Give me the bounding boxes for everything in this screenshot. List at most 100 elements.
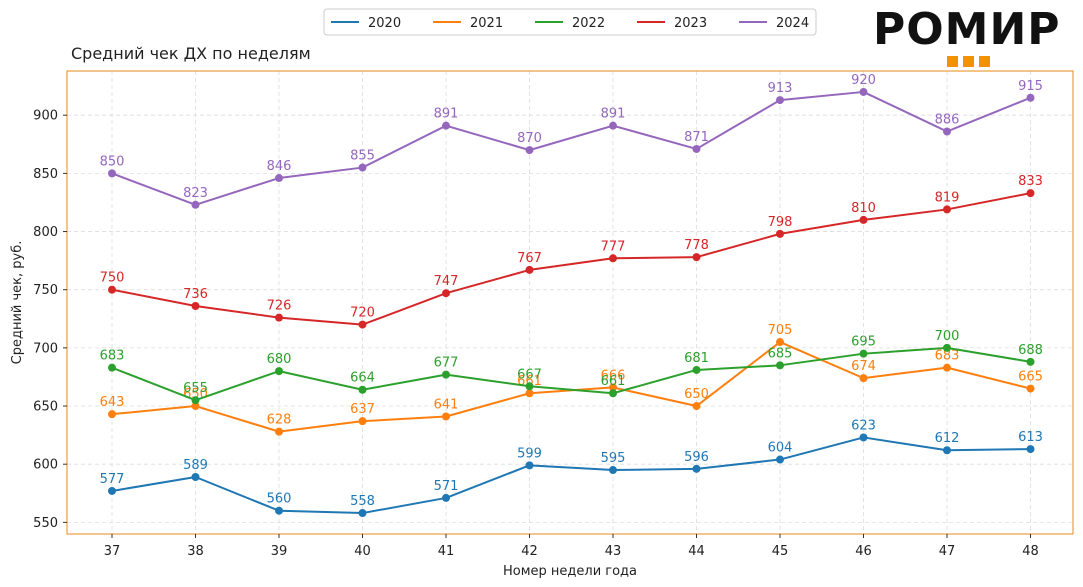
legend-box (323, 8, 817, 36)
data-point (776, 96, 784, 105)
data-point (943, 446, 951, 455)
data-point (609, 389, 617, 398)
data-label: 850 (100, 154, 125, 169)
data-point (1026, 384, 1035, 393)
data-point (442, 370, 450, 379)
data-point (191, 402, 200, 411)
data-label: 810 (851, 201, 876, 216)
y-tick-label: 700 (33, 341, 58, 356)
series-2020: 577 589 560 558 571 599 595 596 604 623 612 613 (100, 418, 1043, 518)
x-tick-label: 46 (855, 544, 872, 559)
chart-title: Средний чек ДХ по неделям (71, 44, 311, 63)
data-point (1026, 445, 1035, 454)
data-label: 778 (684, 238, 709, 253)
data-point (692, 464, 701, 473)
logo-square (979, 56, 990, 67)
data-label: 920 (851, 73, 876, 88)
data-point (859, 349, 868, 358)
series-2023: 750 736 726 720 747 767 777 778 798 810 819 833 (100, 174, 1043, 329)
data-label: 823 (183, 186, 208, 201)
data-label: 685 (768, 346, 793, 361)
data-label: 683 (100, 349, 125, 364)
plot-frame (66, 70, 1074, 535)
data-point (525, 461, 534, 470)
data-label: 661 (601, 374, 626, 389)
data-label: 680 (267, 352, 292, 367)
data-point (358, 163, 367, 172)
logo-squares (947, 52, 995, 71)
x-tick-label: 40 (354, 544, 371, 559)
data-point (108, 486, 116, 495)
data-label: 886 (935, 112, 960, 127)
y-tick-label: 600 (33, 458, 58, 473)
x-tick-label: 41 (438, 544, 455, 559)
y-tick-label: 900 (33, 109, 58, 124)
x-tick-label: 45 (772, 544, 789, 559)
data-point (859, 374, 868, 383)
series-line (111, 90, 1031, 206)
data-point (108, 285, 116, 294)
data-label: 641 (434, 398, 459, 413)
data-label: 560 (267, 492, 292, 507)
data-point (191, 472, 200, 481)
legend-label: 2020 (368, 16, 401, 31)
data-point (776, 338, 784, 347)
data-point (275, 313, 283, 322)
data-label: 683 (935, 349, 960, 364)
data-label: 695 (851, 335, 876, 350)
data-label: 705 (768, 323, 793, 338)
data-point (1026, 93, 1035, 102)
data-label: 767 (517, 251, 542, 266)
data-point (442, 493, 450, 502)
data-label: 891 (601, 107, 626, 122)
data-label: 871 (684, 130, 709, 145)
data-point (191, 200, 200, 209)
data-point (609, 466, 617, 475)
data-label: 643 (100, 395, 125, 410)
series-2022: 683 655 680 664 677 667 661 681 685 695 700 688 (100, 329, 1043, 405)
data-point (609, 121, 617, 130)
data-point (525, 146, 534, 155)
data-label: 599 (517, 446, 542, 461)
data-label: 747 (434, 274, 459, 289)
data-label: 913 (768, 81, 793, 96)
series-2024: 850 823 846 855 891 870 891 871 913 920 886 915 (100, 73, 1043, 209)
grid (67, 71, 1073, 534)
data-label: 777 (601, 239, 626, 254)
data-label: 750 (100, 271, 125, 286)
data-point (609, 254, 617, 263)
y-tick-label: 800 (33, 225, 58, 240)
data-label: 650 (684, 387, 709, 402)
data-point (275, 506, 283, 515)
x-tick-label: 44 (688, 544, 705, 559)
data-label: 726 (267, 299, 292, 314)
x-tick-label: 39 (271, 544, 288, 559)
data-point (1026, 357, 1035, 366)
data-label: 665 (1018, 370, 1043, 385)
y-tick-label: 650 (33, 400, 58, 415)
legend-label: 2021 (470, 16, 503, 31)
x-tick-label: 48 (1022, 544, 1039, 559)
data-label: 596 (684, 450, 709, 465)
data-point (525, 382, 534, 391)
y-tick-label: 750 (33, 283, 58, 298)
data-label: 915 (1018, 79, 1043, 94)
x-axis-label: Номер недели года (503, 564, 637, 579)
data-point (442, 412, 450, 421)
data-label: 604 (768, 441, 793, 456)
data-point (692, 402, 701, 411)
data-point (859, 87, 868, 96)
data-point (108, 410, 116, 419)
series-line (111, 436, 1031, 515)
data-label: 736 (183, 287, 208, 302)
data-point (191, 301, 200, 310)
data-label: 870 (517, 131, 542, 146)
data-point (692, 253, 701, 262)
data-point (442, 121, 450, 130)
y-tick-label: 850 (33, 167, 58, 182)
series-line (111, 346, 1031, 402)
romir-logo: РОМИР (873, 8, 1065, 67)
logo-square (963, 56, 974, 67)
data-point (358, 385, 367, 394)
